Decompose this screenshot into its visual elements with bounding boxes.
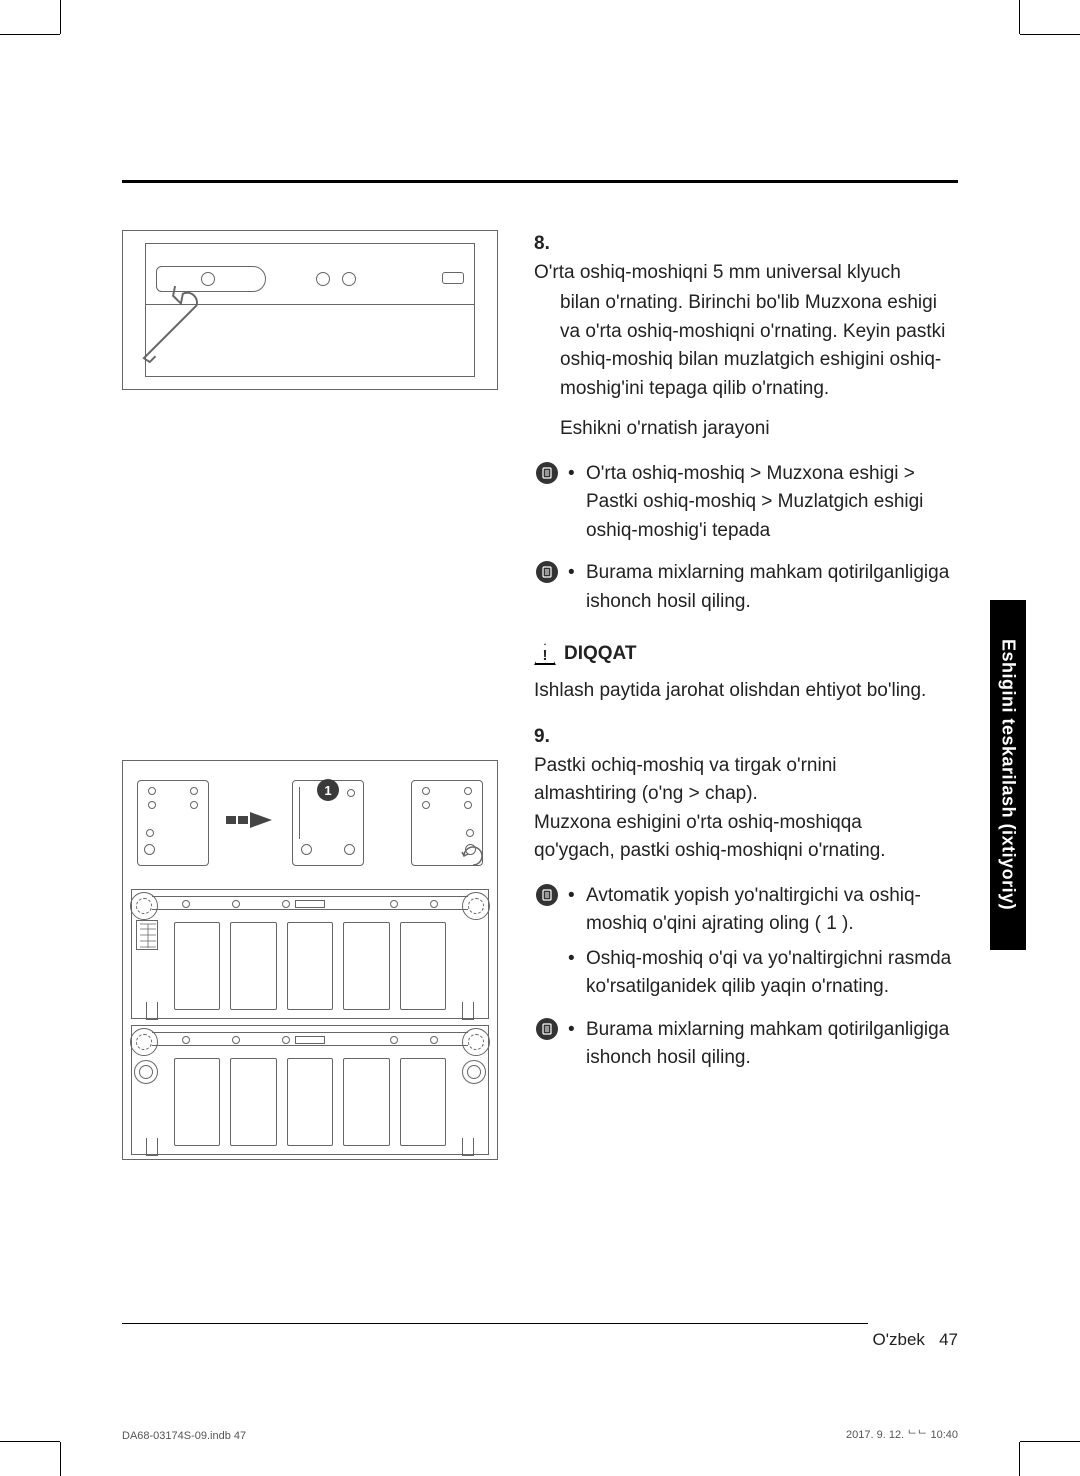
note-icon	[536, 884, 558, 906]
bracket-right-icon	[411, 780, 483, 866]
pattern-icon	[136, 920, 158, 950]
diagram-frame	[145, 243, 475, 377]
page-footer: O'zbek 47	[873, 1330, 958, 1350]
note-item: Oshiq-moshiq o'qi va yo'naltirgichni ras…	[568, 945, 958, 1002]
crop-mark	[60, 0, 61, 34]
step-8: 8. O'rta oshiq-moshiqni 5 mm universal k…	[534, 230, 958, 444]
footer-page: 47	[939, 1330, 958, 1349]
note-block: Burama mixlarning mahkam qotirilganligig…	[536, 559, 958, 622]
crop-mark	[1019, 0, 1020, 34]
step-title: O'rta oshiq-moshiqni 5 mm universal klyu…	[534, 259, 928, 288]
bracket-mid-icon: 1	[292, 780, 364, 866]
arrow-right-icon	[223, 810, 279, 836]
step-body: Muzxona eshigini o'rta oshiq-moshiqqa qo…	[534, 812, 886, 862]
step-title: Pastki ochiq-moshiq va tirgak o'rnini al…	[534, 755, 836, 805]
side-tab: Eshigini teskarilash (ixtiyoriy)	[990, 600, 1026, 950]
crop-mark	[0, 34, 60, 35]
bracket-left-icon	[137, 780, 209, 866]
diagram-bracket-swap: 1	[122, 760, 498, 1160]
note-block: Burama mixlarning mahkam qotirilganligig…	[536, 1016, 958, 1079]
step-body: bilan o'rnating. Birinchi bo'lib Muzxona…	[560, 289, 958, 403]
content-area: 1	[122, 230, 958, 1286]
rotate-icon	[460, 843, 486, 869]
note-item: Burama mixlarning mahkam qotirilganligig…	[568, 559, 958, 616]
note-block: O'rta oshiq-moshiq > Muzxona eshigi > Pa…	[536, 460, 958, 552]
note-item: Burama mixlarning mahkam qotirilganligig…	[568, 1016, 958, 1073]
crop-mark	[1020, 1441, 1080, 1442]
note-item: Avtomatik yopish yo'naltirgichi va oshiq…	[568, 882, 958, 939]
crop-mark	[1020, 34, 1080, 35]
side-tab-label: Eshigini teskarilash (ixtiyoriy)	[998, 639, 1019, 910]
diagram-hinge-install	[122, 230, 498, 390]
print-meta-left: DA68-03174S-09.indb 47	[122, 1430, 246, 1442]
callout-badge: 1	[317, 779, 339, 801]
wrench-icon	[138, 286, 216, 364]
step-number: 9.	[534, 723, 560, 752]
section-divider	[122, 180, 958, 183]
crop-mark	[60, 1442, 61, 1476]
page: Eshigini teskarilash (ixtiyoriy)	[90, 90, 990, 1386]
fridge-bottom-before	[131, 889, 489, 1019]
gear-icon	[462, 1060, 486, 1084]
caution-heading: ! DIQQAT	[534, 640, 958, 669]
footer-lang: O'zbek	[873, 1330, 925, 1349]
fridge-bottom-after	[131, 1025, 489, 1155]
crop-mark	[0, 1441, 60, 1442]
warning-icon: !	[534, 643, 556, 665]
step-subheading: Eshikni o'rnatish jarayoni	[560, 415, 958, 444]
note-icon	[536, 1018, 558, 1040]
note-icon	[536, 561, 558, 583]
gear-icon	[134, 1060, 158, 1084]
caution-body: Ishlash paytida jarohat olishdan ehtiyot…	[534, 677, 958, 706]
right-column: 8. O'rta oshiq-moshiqni 5 mm universal k…	[534, 230, 958, 1286]
step-9: 9. Pastki ochiq-moshiq va tirgak o'rnini…	[534, 723, 958, 866]
note-item: O'rta oshiq-moshiq > Muzxona eshigi > Pa…	[568, 460, 958, 546]
note-icon	[536, 462, 558, 484]
caution-label: DIQQAT	[564, 640, 636, 669]
step-number: 8.	[534, 230, 560, 259]
print-meta-right: 2017. 9. 12. ᄂᄂ 10:40	[846, 1426, 958, 1442]
footer-divider	[122, 1323, 868, 1324]
note-block: Avtomatik yopish yo'naltirgichi va oshiq…	[536, 882, 958, 1008]
crop-mark	[1019, 1442, 1020, 1476]
left-column: 1	[122, 230, 498, 1286]
